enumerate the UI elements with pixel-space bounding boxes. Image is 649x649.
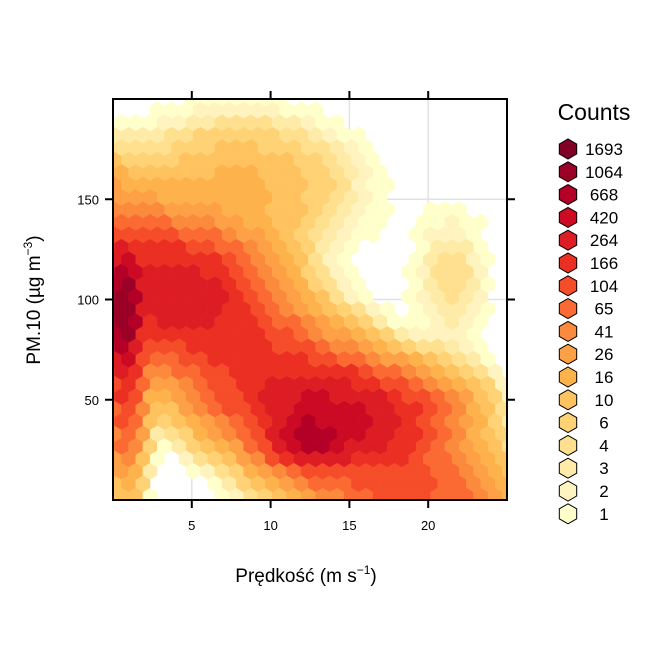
legend-swatch — [558, 275, 578, 297]
legend-label: 1064 — [585, 163, 623, 182]
legend-label: 3 — [599, 459, 608, 478]
hex-cell — [502, 389, 507, 404]
legend-swatch — [558, 389, 578, 411]
legend: Counts 169310646684202641661046541261610… — [558, 99, 631, 525]
y-tick-label: 50 — [85, 393, 99, 408]
x-tick-label: 20 — [421, 518, 435, 533]
legend-swatch — [558, 343, 578, 365]
legend-swatch — [558, 229, 578, 251]
hex-cell — [502, 488, 507, 500]
legend-label: 1 — [599, 505, 608, 524]
legend-label: 41 — [595, 322, 614, 341]
legend-label: 1693 — [585, 140, 623, 159]
x-axis-title: Prędkość (m s−1) — [235, 563, 376, 587]
legend-label: 26 — [595, 345, 614, 364]
hex-cell — [272, 99, 287, 107]
legend-swatch — [558, 503, 578, 525]
legend-swatch — [558, 320, 578, 342]
y-tick-label: 150 — [77, 192, 99, 207]
hex-cell — [502, 464, 507, 479]
legend-label: 16 — [595, 368, 614, 387]
legend-label: 10 — [595, 391, 614, 410]
legend-label: 420 — [590, 208, 618, 227]
legend-label: 668 — [590, 186, 618, 205]
legend-label: 6 — [599, 414, 608, 433]
hexbin-cells — [113, 99, 507, 500]
legend-swatch — [558, 161, 578, 183]
legend-swatch — [558, 138, 578, 160]
legend-swatch — [558, 412, 578, 434]
hex-cell — [502, 414, 507, 429]
legend-label: 2 — [599, 482, 608, 501]
legend-label: 4 — [599, 436, 608, 455]
hex-cell — [451, 201, 467, 219]
legend-swatch — [558, 184, 578, 206]
legend-swatch — [558, 298, 578, 320]
hex-cell — [351, 126, 366, 144]
legend-swatch — [558, 457, 578, 479]
hex-cell — [329, 113, 345, 132]
hex-cell — [502, 439, 507, 454]
hex-cell — [308, 101, 323, 119]
legend-label: 166 — [590, 254, 618, 273]
axis-ticks: 5 10 15 20 50 100 150 — [77, 91, 515, 533]
hex-cell — [473, 213, 489, 231]
legend-label: 104 — [590, 277, 618, 296]
legend-swatch — [558, 366, 578, 388]
y-axis-title: PM.10 (µg m−3) — [21, 235, 45, 364]
legend-swatch — [558, 252, 578, 274]
legend-label: 65 — [595, 300, 614, 319]
legend-title: Counts — [558, 99, 631, 125]
x-tick-label: 15 — [342, 518, 356, 533]
legend-label: 264 — [590, 231, 618, 250]
y-tick-label: 100 — [77, 293, 99, 308]
x-tick-label: 10 — [263, 518, 277, 533]
legend-swatch — [558, 434, 578, 456]
legend-swatch — [558, 480, 578, 502]
x-tick-label: 5 — [188, 518, 195, 533]
legend-swatch — [558, 206, 578, 228]
hex-cell — [379, 300, 395, 318]
